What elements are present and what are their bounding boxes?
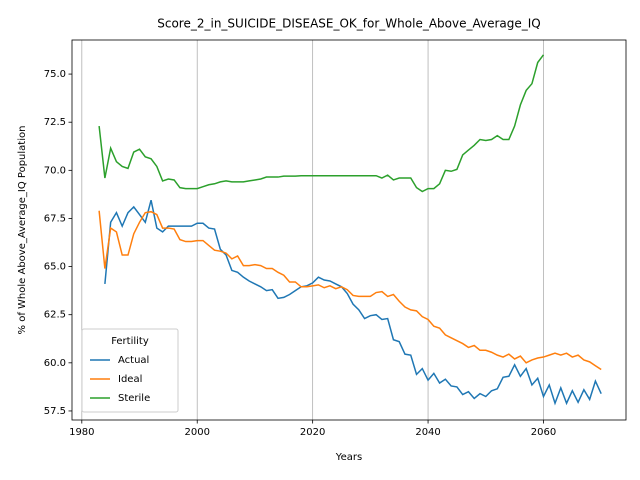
x-tick-label: 2000 (185, 427, 210, 438)
y-tick-label: 57.5 (44, 406, 66, 417)
y-tick-label: 70.0 (44, 165, 66, 176)
y-tick-label: 75.0 (44, 69, 66, 80)
chart-title: Score_2_in_SUICIDE_DISEASE_OK_for_Whole_… (157, 17, 541, 31)
legend: Fertility Actual Ideal Sterile (81, 328, 179, 413)
y-tick-label: 60.0 (44, 358, 66, 369)
line-series (98, 54, 545, 193)
line-series (104, 199, 602, 406)
line-series (98, 210, 602, 371)
x-axis-label: Years (335, 452, 362, 463)
legend-label: Ideal (118, 374, 142, 385)
y-tick-label: 67.5 (44, 213, 66, 224)
y-tick-label: 72.5 (44, 117, 66, 128)
plot-frame (71, 39, 627, 421)
legend-label: Actual (118, 355, 149, 366)
y-tick-label: 65.0 (44, 262, 66, 273)
x-tick-label: 1980 (69, 427, 94, 438)
y-axis-label: % of Whole Above_Average_IQ Population (17, 126, 28, 335)
x-tick-label: 2040 (415, 427, 440, 438)
y-tick-label: 62.5 (44, 310, 66, 321)
x-tick-label: 2060 (531, 427, 556, 438)
legend-title: Fertility (111, 336, 149, 347)
legend-label: Sterile (118, 393, 150, 404)
legend-box (81, 328, 179, 413)
x-tick-label: 2020 (300, 427, 325, 438)
